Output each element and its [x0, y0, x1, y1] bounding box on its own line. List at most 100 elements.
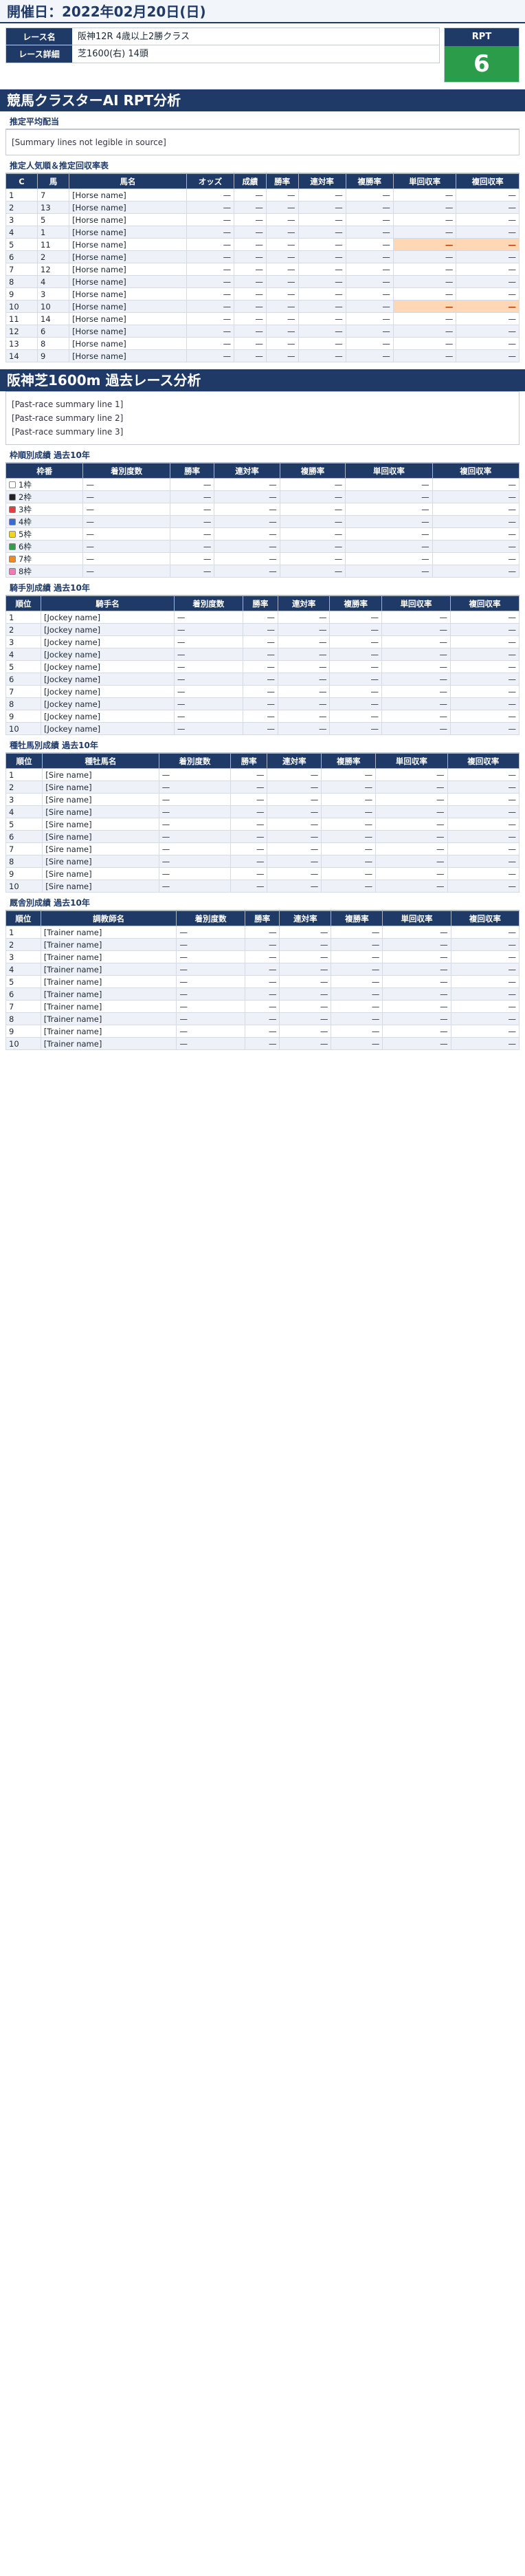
table-cell-record: —	[176, 963, 245, 976]
table-cell-horse: 12	[37, 263, 70, 276]
table-cell-rank: 1	[5, 926, 41, 939]
table-cell-rank: 5	[5, 975, 41, 988]
table-body: 1 [Jockey name] — — — — — —2 [Jockey name] — — — — — —…	[5, 611, 520, 735]
table-cell-win-roi: —	[392, 337, 457, 350]
table-cell-rank: 10	[5, 722, 42, 735]
table-row: 4 1 [Horse name] — — — — — — —	[5, 226, 520, 239]
table-cell-record: —	[234, 250, 267, 263]
table-cell-win: —	[242, 673, 278, 686]
table-cell-record: —	[234, 275, 267, 288]
table-cell-name: [Trainer name]	[40, 987, 177, 1001]
gate-label: 6枠	[19, 541, 32, 552]
table-cell-show: —	[345, 263, 394, 276]
table-cell-place2: —	[214, 515, 280, 528]
race-info-value: 阪神12R 4歳以上2勝クラス	[78, 32, 190, 42]
table-cell-c: 10	[5, 300, 38, 313]
table-cell-win-roi: —	[375, 805, 448, 818]
table-cell-place2: —	[214, 490, 280, 503]
table-cell-place2: —	[298, 213, 346, 226]
table-cell-record: —	[176, 950, 245, 963]
column-header: 勝率	[230, 753, 268, 769]
table-cell-place2: —	[277, 635, 331, 648]
table-cell-show: —	[329, 648, 382, 661]
table-cell-horse: 6	[37, 325, 70, 338]
table-row: 1 [Jockey name] — — — — — —	[5, 611, 520, 624]
column-header: 連対率	[298, 173, 346, 189]
table-cell-win: —	[242, 648, 278, 661]
table-cell-record: —	[234, 201, 267, 214]
table-cell-c: 12	[5, 325, 38, 338]
table-cell-place2: —	[279, 987, 332, 1001]
table-cell-win: —	[244, 1000, 280, 1013]
table-row: 9 [Sire name] — — — — — —	[5, 867, 520, 880]
table-cell-show-roi: —	[456, 287, 520, 301]
analysis-table: C 馬馬名 オッズ 成績 勝率 連対率 複勝率 単回収率 複回収率 1 7 [Horse name]…	[5, 173, 520, 362]
table-cell-win: —	[230, 880, 268, 893]
gate-color-marker	[9, 543, 16, 550]
table-cell-record: —	[234, 263, 267, 276]
table-cell-rank: 7	[5, 1000, 41, 1013]
table-cell-show-roi: —	[450, 950, 520, 963]
column-header: 複回収率	[456, 173, 520, 189]
table-cell-name: [Sire name]	[42, 768, 159, 781]
table-cell-win: —	[265, 287, 299, 301]
table-cell-win: —	[244, 975, 280, 988]
table-cell-show: —	[279, 527, 346, 541]
gate-color-marker	[9, 556, 16, 563]
table-cell-show: —	[345, 275, 394, 288]
trainer-title: 厩舎別成績 過去10年	[5, 895, 520, 910]
table-cell-record: —	[176, 938, 245, 951]
table-cell-win-roi: —	[382, 926, 451, 939]
table-cell-win: —	[265, 213, 299, 226]
table-cell-record: —	[234, 188, 267, 201]
table-cell-show: —	[329, 722, 382, 735]
table-cell-show: —	[331, 926, 383, 939]
table-cell-record: —	[173, 635, 243, 648]
table-cell-win: —	[244, 1012, 280, 1025]
table-cell-name: [Horse name]	[69, 226, 187, 239]
table-cell-win-roi: —	[392, 250, 457, 263]
table-cell-name: [Sire name]	[42, 781, 159, 794]
column-header: 調教師名	[40, 910, 177, 926]
table-cell-record: —	[158, 818, 232, 831]
table-body: 1 [Trainer name] — — — — — —2 [Trainer name] — — — —…	[5, 926, 520, 1050]
table-row: 6枠 — — — — — —	[5, 540, 520, 553]
table-cell-place2: —	[279, 1000, 332, 1013]
table-cell-record: —	[234, 325, 267, 338]
table-cell-record: —	[173, 710, 243, 723]
table-cell-win-roi: —	[381, 648, 451, 661]
table-cell-show-roi: —	[449, 697, 520, 710]
table-cell-show-roi: —	[450, 1037, 520, 1050]
table-cell-show: —	[345, 337, 394, 350]
table-cell-place2: —	[298, 201, 346, 214]
table-cell-show: —	[345, 213, 394, 226]
table-row: 2 13 [Horse name] — — — — — — —	[5, 201, 520, 214]
table-cell-name: [Horse name]	[69, 213, 187, 226]
table-row: 9 [Trainer name] — — — — — —	[5, 1025, 520, 1038]
table-cell-place2: —	[298, 238, 346, 251]
gate-color-marker	[9, 531, 16, 538]
table-cell-win-roi: —	[345, 490, 433, 503]
table-row: 3 5 [Horse name] — — — — — — —	[5, 213, 520, 226]
page-title: 開催日：2022年02月20日(日)	[0, 0, 525, 23]
table-cell-rank: 4	[5, 648, 42, 661]
table-cell-win-roi: —	[381, 697, 451, 710]
table-cell-show-roi: —	[447, 842, 520, 855]
table-cell-record: —	[234, 213, 267, 226]
table-cell-name: [Trainer name]	[40, 938, 177, 951]
analysis-table-title: 推定人気順＆推定回収率表	[5, 158, 520, 173]
column-header: 勝率	[242, 596, 278, 611]
table-cell-win: —	[230, 805, 268, 818]
table-cell-win: —	[169, 540, 215, 553]
table-cell-name: [Horse name]	[69, 263, 187, 276]
table-cell-rank: 6	[5, 830, 43, 843]
table-cell-show: —	[329, 635, 382, 648]
table-cell-record: —	[173, 623, 243, 636]
table-cell-place2: —	[214, 527, 280, 541]
table-cell-show-roi: —	[447, 793, 520, 806]
jockey-title: 騎手別成績 過去10年	[5, 580, 520, 596]
table-cell-name: [Horse name]	[69, 287, 187, 301]
table-cell-rank: 9	[5, 867, 43, 880]
table-cell-win-roi: —	[375, 830, 448, 843]
table-row: 7 12 [Horse name] — — — — — — —	[5, 263, 520, 276]
